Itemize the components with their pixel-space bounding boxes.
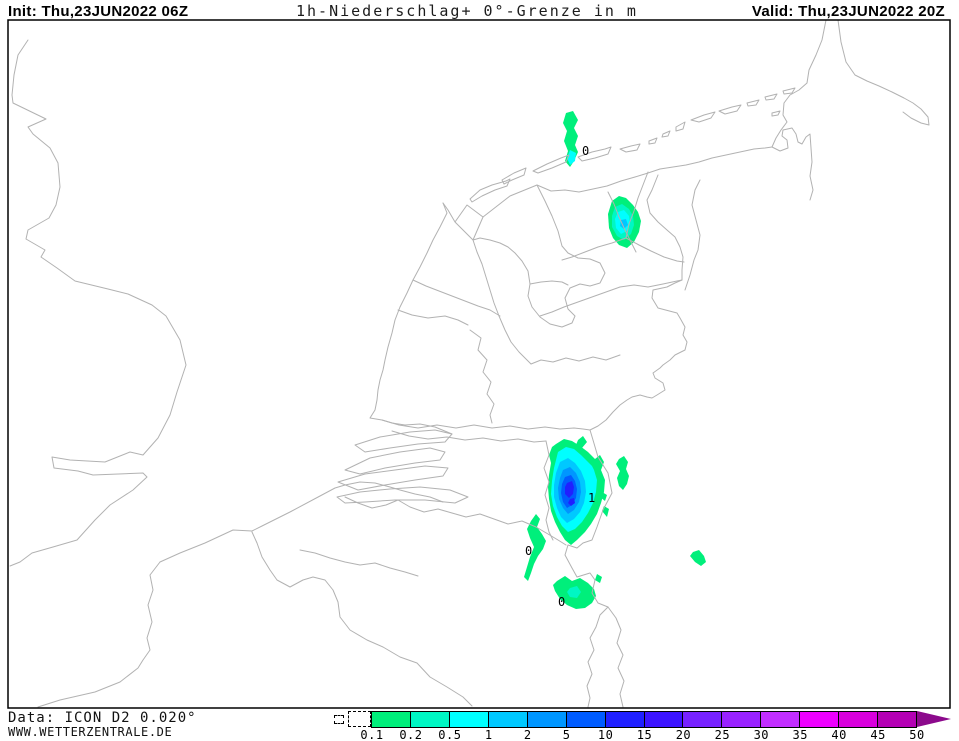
map-title: 1h-Niederschlag+ 0°-Grenze in m	[296, 2, 638, 20]
precip-label-0-streak: 0	[525, 544, 532, 558]
precip-label-0-north: 0	[582, 144, 589, 158]
precip-label-0-south: 0	[558, 595, 565, 609]
precip-areas	[524, 111, 706, 609]
website-label: WWW.WETTERZENTRALE.DE	[8, 725, 173, 739]
init-time-label: Init: Thu,23JUN2022 06Z	[8, 3, 189, 20]
precip-label-1-main: 1	[588, 491, 595, 505]
map-frame	[7, 19, 951, 709]
coastlines-borders	[9, 19, 930, 708]
precip-value-labels: 0 1 0 0	[525, 144, 595, 609]
valid-time-label: Valid: Thu,23JUN2022 20Z	[751, 3, 945, 20]
data-source-label: Data: ICON D2 0.020°	[8, 710, 197, 726]
